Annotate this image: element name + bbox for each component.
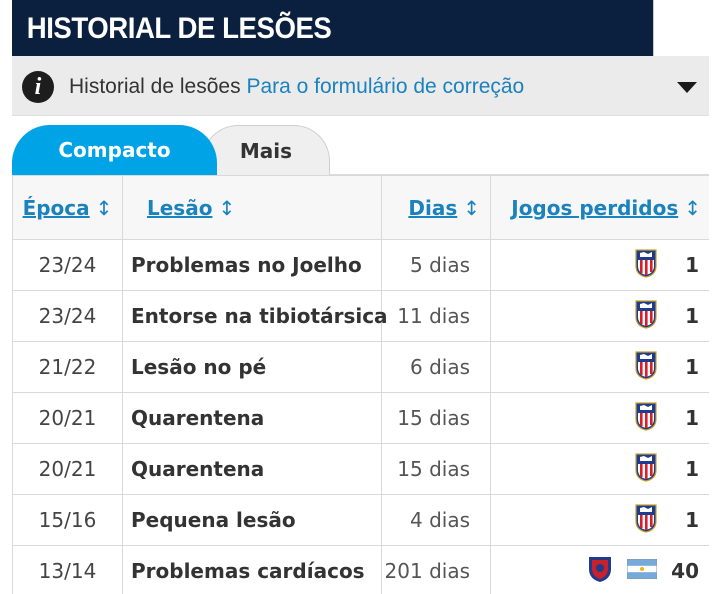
days-cell: 15 dias	[381, 392, 491, 444]
sort-icon: ↕	[684, 195, 701, 220]
season-cell: 13/14	[12, 545, 123, 594]
table-row: 13/14 Problemas cardíacos 201 dias 40	[12, 545, 709, 594]
days-cell: 4 dias	[381, 494, 491, 546]
sort-icon: ↕	[463, 195, 480, 220]
chevron-down-icon[interactable]	[677, 82, 697, 93]
table-row: 20/21 Quarentena 15 dias 1	[12, 392, 709, 444]
games-missed-value: 1	[685, 355, 699, 379]
season-cell: 15/16	[12, 494, 123, 546]
games-missed-cell: 1	[490, 443, 709, 495]
column-header-games[interactable]: Jogos perdidos ↕	[490, 175, 709, 240]
season-cell: 20/21	[12, 443, 123, 495]
days-cell: 15 dias	[381, 443, 491, 495]
atletico-madrid-crest-icon[interactable]	[635, 248, 657, 283]
tab-mais[interactable]: Mais	[202, 125, 330, 175]
games-missed-value: 1	[685, 253, 699, 277]
games-missed-value: 1	[685, 406, 699, 430]
column-header-injury[interactable]: Lesão ↕	[122, 175, 382, 240]
atletico-madrid-crest-icon[interactable]	[635, 299, 657, 334]
games-missed-cell: 1	[490, 494, 709, 546]
games-header-label: Jogos perdidos	[511, 195, 679, 220]
games-missed-cell: 1	[490, 290, 709, 342]
injury-cell: Problemas cardíacos	[122, 545, 382, 594]
column-header-days[interactable]: Dias ↕	[381, 175, 491, 240]
atletico-madrid-crest-icon[interactable]	[635, 503, 657, 538]
season-cell: 21/22	[12, 341, 123, 393]
days-cell: 11 dias	[381, 290, 491, 342]
games-missed-value: 1	[685, 457, 699, 481]
atletico-madrid-crest-icon[interactable]	[635, 452, 657, 487]
days-cell: 5 dias	[381, 239, 491, 291]
games-missed-cell: 40	[490, 545, 709, 594]
subheader-bar[interactable]: i Historial de lesões Para o formulário …	[12, 56, 709, 116]
games-missed-cell: 1	[490, 239, 709, 291]
season-cell: 23/24	[12, 239, 123, 291]
days-cell: 201 dias	[381, 545, 491, 594]
games-missed-cell: 1	[490, 341, 709, 393]
injury-table: Época ↕ Lesão ↕ Dias ↕ Jogos perdidos ↕ 23/2…	[12, 175, 709, 594]
injury-header-label: Lesão	[147, 195, 213, 220]
sort-icon: ↕	[95, 195, 113, 220]
games-missed-value: 1	[685, 508, 699, 532]
injury-history-widget: HISTORIAL DE LESÕES i Historial de lesõe…	[12, 0, 709, 594]
games-missed-value: 40	[671, 559, 699, 583]
season-header-label: Época	[22, 195, 90, 220]
injury-cell: Quarentena	[122, 443, 382, 495]
correction-form-link[interactable]: Para o formulário de correção	[246, 75, 525, 98]
tab-mais-label: Mais	[239, 139, 293, 163]
games-missed-cell: 1	[490, 392, 709, 444]
tab-compacto[interactable]: Compacto	[12, 125, 217, 175]
games-missed-value: 1	[685, 304, 699, 328]
injury-cell: Lesão no pé	[122, 341, 382, 393]
tab-compacto-label: Compacto	[58, 138, 171, 162]
table-header-row: Época ↕ Lesão ↕ Dias ↕ Jogos perdidos ↕	[12, 175, 709, 240]
table-row: 23/24 Problemas no Joelho 5 dias 1	[12, 239, 709, 291]
injury-cell: Quarentena	[122, 392, 382, 444]
info-icon: i	[22, 71, 54, 103]
injury-cell: Problemas no Joelho	[122, 239, 382, 291]
season-cell: 20/21	[12, 392, 123, 444]
subheader-title: Historial de lesões	[69, 75, 241, 98]
days-header-label: Dias	[408, 195, 458, 220]
argentina-flag-icon	[626, 558, 658, 584]
widget-title: HISTORIAL DE LESÕES	[26, 12, 332, 45]
view-tabs: Mais Compacto	[12, 116, 709, 175]
sort-icon: ↕	[218, 195, 236, 220]
days-cell: 6 dias	[381, 341, 491, 393]
injury-cell: Entorse na tibiotársica	[122, 290, 388, 342]
widget-header: HISTORIAL DE LESÕES	[12, 0, 654, 56]
atletico-madrid-crest-icon[interactable]	[635, 350, 657, 385]
injury-cell: Pequena lesão	[122, 494, 382, 546]
table-row: 23/24 Entorse na tibiotársica 11 dias 1	[12, 290, 709, 342]
san-lorenzo-crest-icon[interactable]	[587, 555, 613, 588]
subheader-text: Historial de lesões Para o formulário de…	[69, 73, 524, 101]
season-cell: 23/24	[12, 290, 123, 342]
table-row: 15/16 Pequena lesão 4 dias 1	[12, 494, 709, 546]
column-header-season[interactable]: Época ↕	[12, 175, 123, 240]
atletico-madrid-crest-icon[interactable]	[635, 401, 657, 436]
table-row: 21/22 Lesão no pé 6 dias 1	[12, 341, 709, 393]
table-row: 20/21 Quarentena 15 dias 1	[12, 443, 709, 495]
